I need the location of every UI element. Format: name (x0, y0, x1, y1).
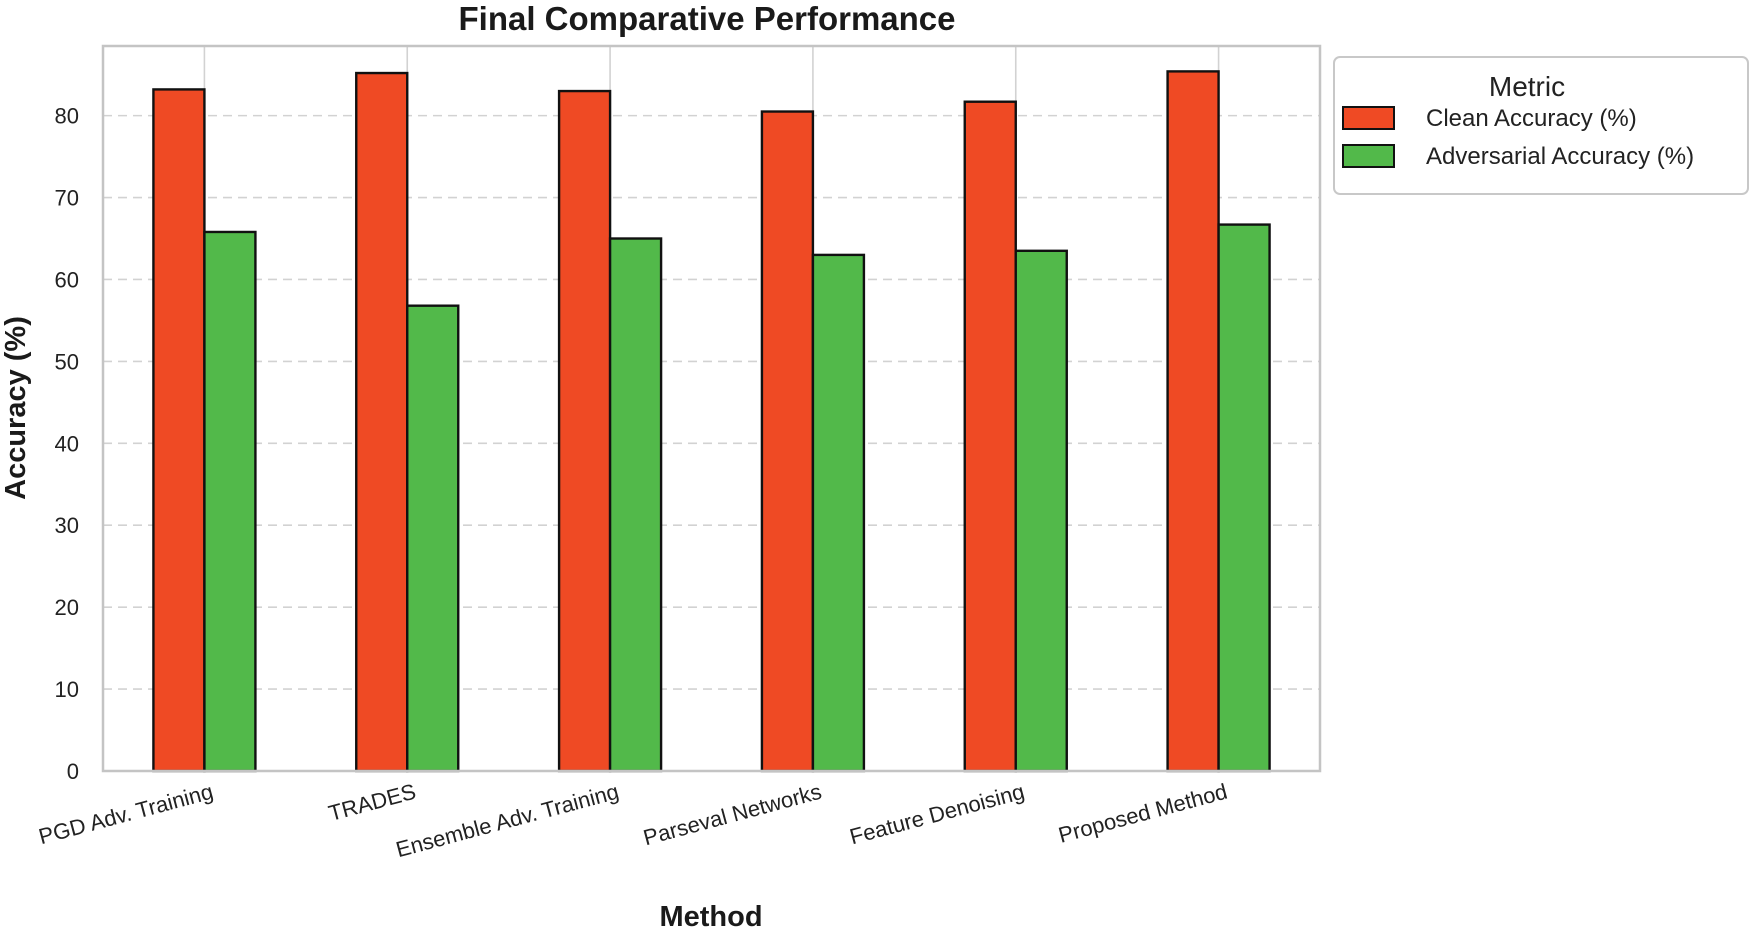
y-tick-label: 60 (55, 267, 79, 292)
y-tick-label: 30 (55, 513, 79, 538)
legend-swatch (1342, 106, 1395, 130)
x-tick-label: Parseval Networks (641, 779, 825, 851)
x-tick-label: Feature Denoising (847, 779, 1027, 850)
chart-title: Final Comparative Performance (459, 0, 956, 37)
bar (1166, 70, 1220, 773)
bar (760, 110, 815, 773)
x-axis-label: Method (659, 901, 762, 933)
y-axis-label: Accuracy (%) (0, 316, 32, 500)
bar (811, 253, 866, 773)
y-tick-label: 40 (55, 431, 79, 456)
x-tick-label: Ensemble Adv. Training (393, 779, 621, 863)
bar (557, 89, 612, 773)
legend: Metric Clean Accuracy (%) Adversarial Acc… (1333, 56, 1749, 195)
x-tick-label: TRADES (326, 779, 419, 826)
y-tick-label: 80 (55, 104, 79, 129)
y-tick-labels: 0 10 20 30 40 50 60 70 80 (55, 104, 79, 784)
bar (963, 100, 1017, 773)
x-tick-label: PGD Adv. Training (36, 779, 216, 850)
y-tick-label: 20 (55, 595, 79, 620)
bar (1217, 223, 1271, 773)
bar (406, 304, 460, 773)
y-tick-label: 10 (55, 677, 79, 702)
legend-swatch (1342, 144, 1395, 168)
bar (203, 230, 257, 773)
x-tick-label: Proposed Method (1056, 779, 1230, 848)
legend-items: Clean Accuracy (%) Adversarial Accuracy (… (1342, 105, 1694, 170)
bar (355, 71, 409, 773)
legend-frame (1333, 56, 1749, 195)
plot-frame (101, 44, 1322, 773)
bars (152, 70, 1271, 773)
bar (152, 88, 206, 773)
y-tick-label: 0 (67, 759, 79, 784)
legend-title: Metric (1489, 71, 1565, 102)
y-tick-label: 70 (55, 186, 79, 211)
legend-label: Adversarial Accuracy (%) (1426, 143, 1694, 170)
gridlines (103, 46, 1320, 771)
legend-label: Clean Accuracy (%) (1426, 105, 1637, 132)
y-tick-label: 50 (55, 349, 79, 374)
bar (1014, 249, 1068, 773)
bar (608, 237, 663, 773)
